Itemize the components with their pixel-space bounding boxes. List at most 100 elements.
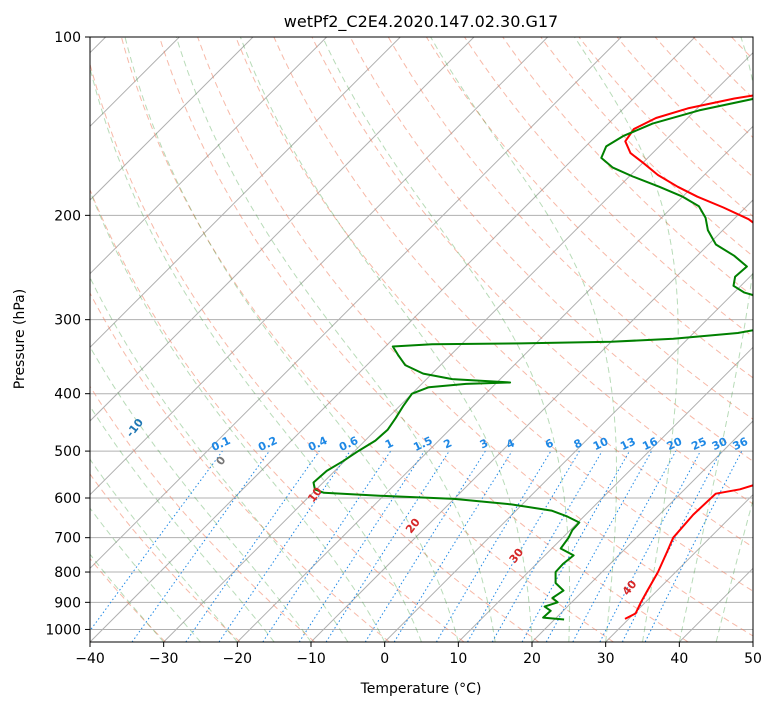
mixing-ratio-line	[521, 450, 630, 642]
mixing-ratio-line	[90, 450, 223, 632]
mixing-ratio-label: 2	[442, 436, 454, 451]
mixing-ratio-line	[298, 450, 425, 642]
moist-adiabat-line	[90, 458, 238, 642]
mixing-ratio-line	[218, 450, 351, 642]
x-tick-label: −30	[149, 651, 179, 667]
y-tick-label: 400	[54, 387, 81, 403]
dry-adiabat-line	[90, 385, 316, 642]
mixing-ratio-label: 36	[731, 435, 751, 453]
moist-adiabat-line	[90, 345, 312, 642]
y-tick-label: 200	[54, 208, 81, 224]
y-tick-label: 1000	[45, 622, 81, 638]
dewpoint-line	[312, 97, 753, 621]
isotherm-line	[752, 641, 753, 642]
isotherm-line	[163, 51, 753, 642]
isotherm-line	[90, 37, 475, 422]
moist-adiabat-line	[90, 553, 165, 642]
moist-adiabat-line	[430, 37, 617, 642]
mixing-ratio-label: 4	[504, 436, 517, 451]
dry-adiabat-line	[425, 37, 753, 379]
y-tick-label: 600	[54, 491, 81, 507]
mixing-ratio-line	[545, 450, 653, 642]
mixing-ratio-line	[435, 450, 552, 642]
x-tick-label: 40	[670, 651, 688, 667]
x-tick-label: 10	[449, 651, 467, 667]
x-tick-label: 20	[523, 651, 541, 667]
y-tick-label: 500	[54, 444, 81, 460]
y-tick-label: 100	[54, 30, 81, 46]
moist-adiabat-line	[90, 405, 275, 642]
dry-adiabat-line	[90, 473, 241, 642]
dry-adiabat-line	[235, 37, 753, 592]
dry-adiabat-line	[90, 292, 390, 642]
moist-adiabat-line	[90, 276, 349, 642]
dry-adiabat-line	[349, 37, 753, 462]
moist-adiabat-line	[715, 498, 753, 642]
y-tick-label: 900	[54, 595, 81, 611]
mixing-ratio-label: 10	[591, 435, 611, 453]
isotherm-line	[384, 272, 753, 642]
isotherm-line	[310, 199, 753, 642]
mixing-ratio-label: 13	[618, 435, 637, 453]
x-tick-label: −10	[296, 651, 326, 667]
isotherm-line	[678, 567, 753, 642]
moist-adiabat-line	[175, 37, 496, 642]
moist-adiabat-line	[90, 507, 201, 642]
dry-adiabat-line	[770, 37, 775, 642]
axes: −40 −30 −20 −10 0 10 20 30 40 5010020030040050060…	[45, 30, 762, 667]
mixing-ratio-line	[644, 450, 743, 642]
dry-adiabat-line	[578, 37, 753, 218]
isotherm-line	[531, 420, 753, 642]
isotherm-line	[236, 125, 753, 642]
dry-adiabat-line	[692, 37, 753, 99]
mixing-ratio-line	[621, 450, 722, 642]
moist-adiabat-line	[90, 65, 422, 642]
y-tick-label: 300	[54, 313, 81, 329]
dry-adiabat-line	[502, 37, 753, 297]
isotherm-line	[457, 346, 753, 642]
moist-adiabat-line	[678, 37, 753, 642]
dry-adiabat-line	[90, 62, 540, 642]
x-tick-label: 0	[380, 651, 389, 667]
mixing-ratio-label: 20	[665, 435, 685, 453]
mixing-ratio-label: 16	[640, 435, 660, 453]
x-tick-label: 50	[744, 651, 762, 667]
moist-adiabat-line	[90, 189, 386, 642]
x-tick-label: −40	[75, 651, 105, 667]
dry-adiabat-label: 30	[507, 546, 527, 566]
moist-adiabat-line	[124, 37, 459, 642]
dry-adiabat-line	[120, 37, 614, 642]
moist-adiabat-line	[574, 37, 679, 642]
dry-adiabat-line	[159, 37, 689, 642]
mixing-ratio-line	[185, 450, 320, 642]
chart-title: wetPf2_C2E4.2020.147.02.30.G17	[284, 12, 558, 32]
mixing-ratio-label: 6	[543, 436, 556, 451]
dry-adiabat-line	[540, 37, 753, 257]
temperature-line	[624, 94, 753, 620]
dry-adiabat-line	[616, 37, 753, 178]
profile-lines	[312, 94, 753, 621]
y-tick-label: 700	[54, 531, 81, 547]
dry-adiabat-line	[387, 37, 753, 420]
dry-adiabat-label: 40	[620, 578, 640, 598]
isotherm-line	[90, 37, 696, 642]
x-axis-title: Temperature (°C)	[360, 681, 482, 697]
mixing-ratio-line	[393, 450, 513, 642]
mixing-ratio-line	[599, 450, 701, 642]
dry-adiabat-label: 0	[214, 454, 229, 468]
isotherm-line	[90, 37, 622, 570]
x-tick-label: −20	[223, 651, 253, 667]
mixing-ratio-label: 30	[710, 435, 730, 453]
dry-adiabat-label: -10	[124, 416, 147, 440]
moist-adiabat-line	[239, 37, 533, 642]
background-lines	[90, 37, 775, 642]
plot-frame	[89, 36, 754, 643]
isotherm-line	[90, 37, 328, 275]
isotherm-line	[90, 37, 549, 496]
mixing-ratio-line	[325, 450, 450, 642]
x-tick-label: 30	[597, 651, 615, 667]
isotherm-line	[90, 37, 254, 201]
isotherm-line	[605, 493, 753, 642]
dry-adiabat-line	[311, 37, 753, 505]
